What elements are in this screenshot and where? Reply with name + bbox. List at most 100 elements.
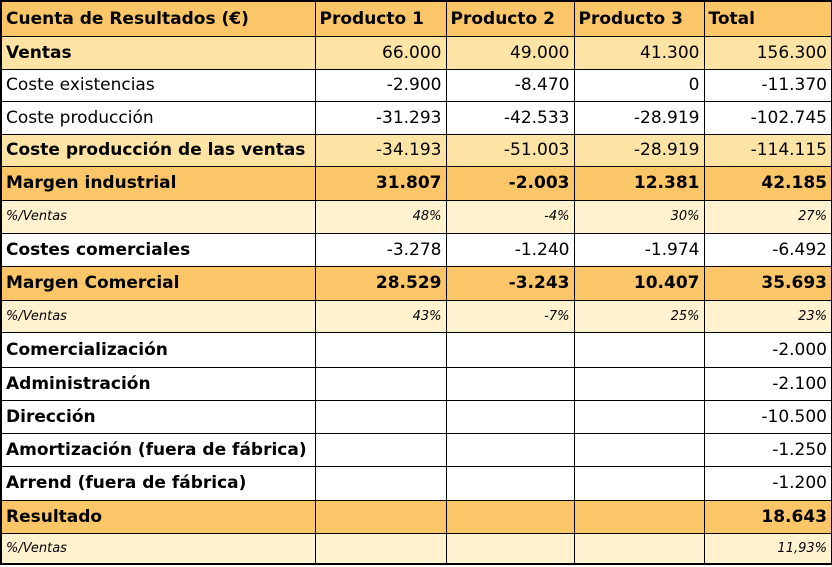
- table-row: Costes comerciales -3.278 -1.240 -1.974 …: [0, 232, 832, 267]
- cell-value: [445, 366, 575, 401]
- table-row: Coste existencias -2.900 -8.470 0 -11.37…: [0, 68, 832, 102]
- cell-value: [445, 532, 575, 565]
- cell-value: [573, 532, 705, 565]
- cell-value: [314, 399, 447, 434]
- cell-value: -8.470: [445, 68, 575, 102]
- table-row: Dirección -10.500: [0, 399, 832, 434]
- cell-value: 10.407: [573, 265, 705, 301]
- cell-value: [314, 532, 447, 565]
- table-row: Coste producción -31.293 -42.533 -28.919…: [0, 100, 832, 135]
- cell-value: 156.300: [703, 35, 832, 70]
- cell-value: [573, 465, 705, 501]
- cell-value: 25%: [573, 299, 705, 333]
- cell-value: [445, 399, 575, 434]
- cell-value: [445, 499, 575, 534]
- row-label: Coste producción de las ventas: [0, 133, 316, 167]
- table-row: Resultado 18.643: [0, 499, 832, 534]
- cell-value: -3.278: [314, 232, 447, 267]
- row-label: Arrend (fuera de fábrica): [0, 465, 316, 501]
- cell-value: -114.115: [703, 133, 832, 167]
- table-row: Margen Comercial 28.529 -3.243 10.407 35…: [0, 265, 832, 301]
- row-label: Resultado: [0, 499, 316, 534]
- cell-value: 43%: [314, 299, 447, 333]
- table-row: %/Ventas 11,93%: [0, 532, 832, 565]
- table-row: Margen industrial 31.807 -2.003 12.381 4…: [0, 165, 832, 201]
- cell-value: [314, 366, 447, 401]
- cell-value: [573, 331, 705, 368]
- row-label: Coste producción: [0, 100, 316, 135]
- cell-value: 30%: [573, 199, 705, 234]
- cell-value: [573, 399, 705, 434]
- table-row: Administración -2.100: [0, 366, 832, 401]
- row-label: Costes comerciales: [0, 232, 316, 267]
- cell-value: -51.003: [445, 133, 575, 167]
- row-label: Administración: [0, 366, 316, 401]
- table-row: Ventas 66.000 49.000 41.300 156.300: [0, 35, 832, 70]
- cell-value: -2.003: [445, 165, 575, 201]
- cell-value: [314, 499, 447, 534]
- header-row: Cuenta de Resultados (€) Producto 1 Prod…: [0, 0, 832, 37]
- table-row: Comercialización -2.000: [0, 331, 832, 368]
- cell-value: -3.243: [445, 265, 575, 301]
- cell-value: [314, 465, 447, 501]
- cell-value: -34.193: [314, 133, 447, 167]
- cell-value: [573, 432, 705, 467]
- cell-value: 41.300: [573, 35, 705, 70]
- cell-value: 0: [573, 68, 705, 102]
- cell-value: 12.381: [573, 165, 705, 201]
- cell-value: 18.643: [703, 499, 832, 534]
- row-label: %/Ventas: [0, 532, 316, 565]
- cell-value: -1.240: [445, 232, 575, 267]
- header-cell: Producto 3: [573, 0, 705, 37]
- cell-value: [314, 331, 447, 368]
- cell-value: 49.000: [445, 35, 575, 70]
- row-label: Dirección: [0, 399, 316, 434]
- cell-value: -6.492: [703, 232, 832, 267]
- cell-value: 31.807: [314, 165, 447, 201]
- cell-value: -7%: [445, 299, 575, 333]
- cell-value: [314, 432, 447, 467]
- cell-value: 66.000: [314, 35, 447, 70]
- cell-value: 42.185: [703, 165, 832, 201]
- cell-value: 48%: [314, 199, 447, 234]
- table-row: Coste producción de las ventas -34.193 -…: [0, 133, 832, 167]
- cell-value: 11,93%: [703, 532, 832, 565]
- cell-value: -1.200: [703, 465, 832, 501]
- cell-value: -102.745: [703, 100, 832, 135]
- table-row: %/Ventas 43% -7% 25% 23%: [0, 299, 832, 333]
- row-label: Comercialización: [0, 331, 316, 368]
- cell-value: 35.693: [703, 265, 832, 301]
- cell-value: -28.919: [573, 100, 705, 135]
- cell-value: [573, 366, 705, 401]
- cell-value: 28.529: [314, 265, 447, 301]
- cell-value: -42.533: [445, 100, 575, 135]
- cell-value: -10.500: [703, 399, 832, 434]
- row-label: %/Ventas: [0, 199, 316, 234]
- header-cell: Producto 1: [314, 0, 447, 37]
- row-label: Ventas: [0, 35, 316, 70]
- row-label: Margen Comercial: [0, 265, 316, 301]
- cell-value: -2.900: [314, 68, 447, 102]
- header-cell: Total: [703, 0, 832, 37]
- cell-value: -1.250: [703, 432, 832, 467]
- cell-value: [445, 432, 575, 467]
- cell-value: -4%: [445, 199, 575, 234]
- row-label: %/Ventas: [0, 299, 316, 333]
- cell-value: 27%: [703, 199, 832, 234]
- table-row: %/Ventas 48% -4% 30% 27%: [0, 199, 832, 234]
- cell-value: [445, 331, 575, 368]
- header-cell: Cuenta de Resultados (€): [0, 0, 316, 37]
- header-cell: Producto 2: [445, 0, 575, 37]
- row-label: Amortización (fuera de fábrica): [0, 432, 316, 467]
- table-row: Amortización (fuera de fábrica) -1.250: [0, 432, 832, 467]
- cell-value: -1.974: [573, 232, 705, 267]
- cell-value: [573, 499, 705, 534]
- table-row: Arrend (fuera de fábrica) -1.200: [0, 465, 832, 501]
- cell-value: -28.919: [573, 133, 705, 167]
- cell-value: -2.100: [703, 366, 832, 401]
- row-label: Margen industrial: [0, 165, 316, 201]
- cell-value: -11.370: [703, 68, 832, 102]
- cell-value: 23%: [703, 299, 832, 333]
- row-label: Coste existencias: [0, 68, 316, 102]
